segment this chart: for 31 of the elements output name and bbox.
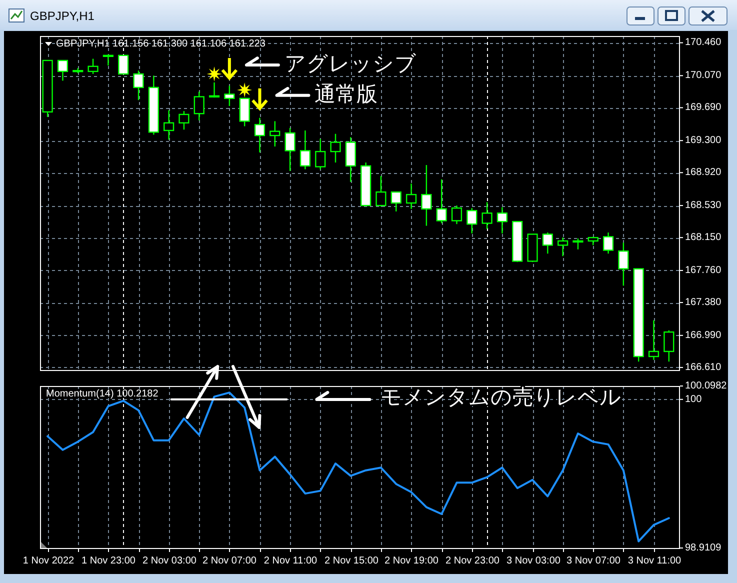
x-tick-label: 2 Nov 11:00 bbox=[264, 556, 318, 566]
y-tick-label: 169.690 bbox=[685, 102, 722, 114]
y-tick-label: 100.0982 bbox=[685, 380, 728, 392]
x-tick-label: 3 Nov 07:00 bbox=[566, 556, 621, 566]
y-tick-label: 167.760 bbox=[685, 264, 722, 276]
y-tick-label: 98.9109 bbox=[685, 542, 722, 554]
x-tick-label: 2 Nov 23:00 bbox=[446, 556, 500, 566]
y-tick-label: 166.610 bbox=[685, 362, 722, 373]
y-tick-label: 100 bbox=[685, 394, 702, 405]
y-tick-label: 170.070 bbox=[685, 70, 722, 82]
x-tick-label: 1 Nov 2022 bbox=[22, 556, 75, 566]
y-tick-label: 168.530 bbox=[685, 200, 722, 212]
x-tick-label: 1 Nov 23:00 bbox=[82, 556, 136, 566]
y-tick-label: 167.380 bbox=[685, 297, 722, 308]
y-tick-label: 170.460 bbox=[685, 37, 722, 48]
y-tick-label: 168.920 bbox=[685, 167, 722, 178]
y-tick-label: 168.150 bbox=[685, 232, 722, 244]
x-tick-label: 3 Nov 03:00 bbox=[506, 556, 561, 566]
chart-subtitle: GBPJPY,H1 161.156 161.300 161.106 161.223 bbox=[56, 38, 266, 50]
x-tick-label: 2 Nov 15:00 bbox=[324, 556, 379, 566]
annotation: アグレッシブ bbox=[284, 52, 416, 76]
annotation: 通常版 bbox=[314, 82, 378, 106]
y-tick-label: 169.300 bbox=[685, 135, 722, 146]
x-tick-label: 3 Nov 11:00 bbox=[628, 556, 682, 566]
x-tick-label: 2 Nov 07:00 bbox=[202, 556, 257, 566]
chart-title: Momentum(14) 100.2182 bbox=[46, 388, 159, 400]
x-tick-label: 2 Nov 19:00 bbox=[384, 556, 439, 566]
x-tick-label: 2 Nov 03:00 bbox=[142, 556, 197, 566]
annotation: モメンタムの売りレベル bbox=[380, 386, 622, 409]
chart-title: GBPJPY,H1 bbox=[30, 9, 95, 23]
y-tick-label: 166.990 bbox=[685, 330, 722, 341]
